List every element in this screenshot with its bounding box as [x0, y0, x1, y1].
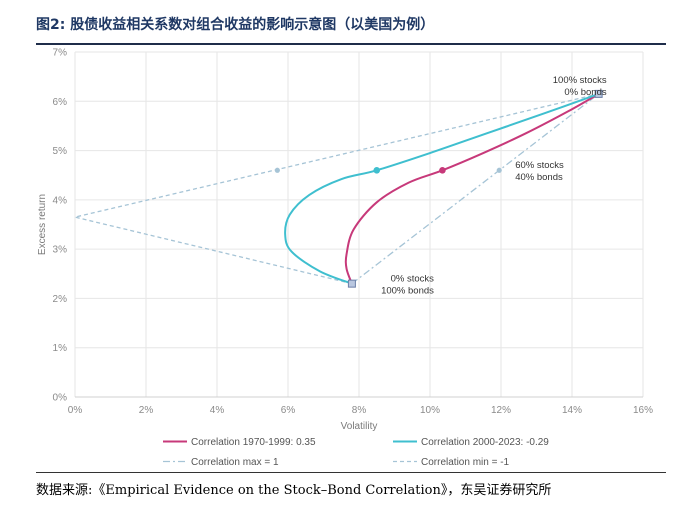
series-marker	[274, 167, 280, 173]
page-title: 图2: 股债收益相关系数对组合收益的影响示意图（以美国为例）	[36, 17, 435, 33]
x-tick-label: 6%	[281, 405, 296, 416]
series-line	[351, 93, 600, 285]
y-tick-label: 2%	[53, 294, 68, 305]
mix-annotation: 60% stocks	[515, 160, 564, 171]
series-line	[284, 92, 599, 285]
x-tick-label: 4%	[210, 405, 225, 416]
series-layer	[74, 92, 600, 285]
marker-layer	[274, 89, 603, 288]
grid: 0% 2% 4% 6% 8% 10% 12% 14% 16% 0% 1% 2% 3% 4% 5% 6% 7% Vo…	[37, 48, 653, 433]
x-tick-label: 2%	[139, 405, 154, 416]
legend-label: Correlation 2000-2023: -0.29	[421, 437, 549, 448]
x-tick-label: 10%	[420, 405, 440, 416]
y-tick-label: 3%	[53, 245, 68, 256]
y-tick-label: 6%	[53, 97, 68, 108]
y-axis-title: Excess return	[37, 194, 48, 255]
series-line	[344, 93, 600, 285]
endpoint-label: 100% bonds	[381, 286, 434, 297]
x-tick-label: 14%	[562, 405, 582, 416]
endpoint-label: 0% bonds	[564, 87, 607, 98]
y-tick-label: 4%	[53, 195, 68, 206]
legend-label: Correlation max = 1	[191, 457, 279, 468]
endpoint-marker	[594, 89, 603, 98]
source-note: 数据来源:《Empirical Evidence on the Stock–Bo…	[36, 483, 552, 498]
x-tick-label: 12%	[491, 405, 511, 416]
endpoint-label: 0% stocks	[391, 274, 435, 285]
x-tick-label: 8%	[352, 405, 367, 416]
series-marker	[496, 167, 502, 173]
endpoint-marker	[347, 279, 356, 288]
y-tick-label: 7%	[53, 48, 68, 59]
series-marker	[373, 166, 381, 174]
legend-label: Correlation 1970-1999: 0.35	[191, 437, 316, 448]
series-line	[74, 93, 599, 285]
series-marker	[439, 166, 446, 174]
title-divider	[36, 43, 666, 45]
mix-annotation: 40% bonds	[515, 172, 563, 183]
legend-label: Correlation min = -1	[421, 457, 510, 468]
footer-divider	[36, 472, 666, 473]
y-tick-label: 1%	[53, 343, 68, 354]
x-tick-label: 0%	[68, 405, 83, 416]
y-tick-label: 5%	[53, 146, 68, 157]
x-axis-title: Volatility	[341, 421, 378, 432]
y-tick-label: 0%	[53, 393, 68, 404]
legend: Correlation 1970-1999: 0.35 Correlation 2…	[163, 437, 549, 468]
endpoint-label: 100% stocks	[553, 75, 607, 86]
x-tick-label: 16%	[633, 405, 653, 416]
